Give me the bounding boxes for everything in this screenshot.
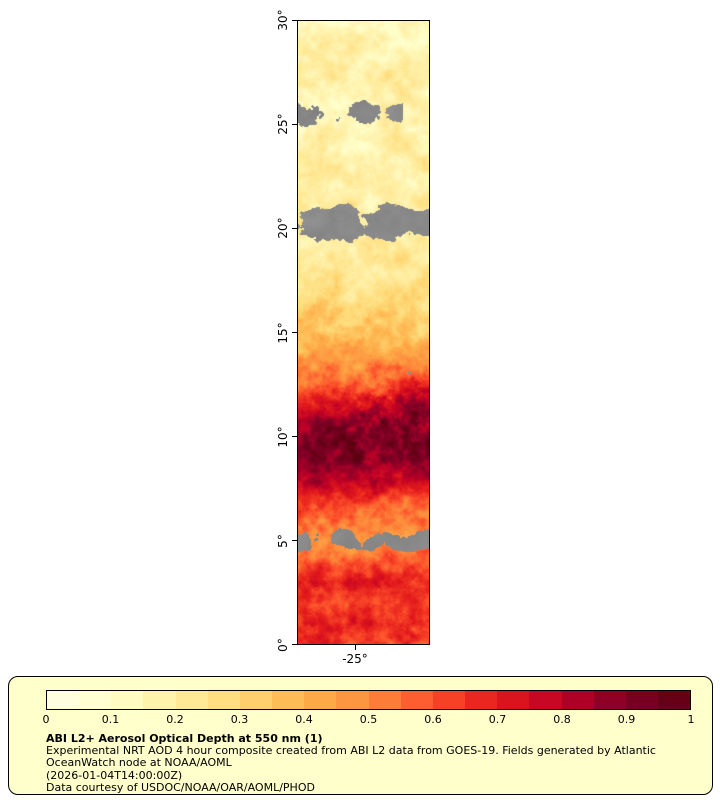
colorbar-cell (272, 691, 305, 709)
colorbar-cell (143, 691, 176, 709)
legend-panel: 0 0.1 0.2 0.3 0.4 0.5 0.6 0.7 0.8 0.9 1 ABI L2+ Ae… (8, 676, 713, 795)
colorbar-cell (47, 691, 80, 709)
colorbar-cell (336, 691, 369, 709)
aod-map-canvas (298, 21, 429, 644)
colorbar-cell (368, 691, 401, 709)
colorbar-cell (207, 691, 240, 709)
colorbar-cell (561, 691, 594, 709)
longitude-tick-mark (355, 645, 356, 650)
colorbar-tick-label: 0.7 (488, 713, 507, 726)
colorbar-cell (111, 691, 144, 709)
colorbar-cell (593, 691, 626, 709)
colorbar-ticks: 0 0.1 0.2 0.3 0.4 0.5 0.6 0.7 0.8 0.9 1 (42, 713, 695, 726)
colorbar-cell (175, 691, 208, 709)
colorbar-tick-label: 0.6 (424, 713, 442, 726)
colorbar-tick-label: 0.5 (359, 713, 378, 726)
latitude-tick-label: 5° (276, 534, 290, 548)
colorbar-tick-label: 0.3 (230, 713, 249, 726)
latitude-tick-label: 10° (276, 426, 290, 448)
legend-description: Experimental NRT AOD 4 hour composite cr… (46, 744, 656, 770)
colorbar-tick-label: 0 (42, 713, 50, 726)
colorbar-cell (529, 691, 562, 709)
latitude-tick-mark (292, 123, 297, 125)
colorbar-tick-label: 0.4 (295, 713, 313, 726)
colorbar-tick-label: 0.9 (617, 713, 636, 726)
latitude-tick-mark (292, 227, 297, 229)
colorbar-tick-label: 0.2 (166, 713, 184, 726)
colorbar-cell (304, 691, 337, 709)
latitude-tick-label: 30° (276, 9, 290, 31)
colorbar-cell (465, 691, 498, 709)
colorbar-tick-label: 0.1 (101, 713, 120, 726)
colorbar-cell (239, 691, 273, 709)
latitude-tick-mark (292, 20, 297, 21)
latitude-tick-label: 20° (276, 217, 290, 239)
legend-timestamp: (2026-01-04T14:00:00Z) (46, 768, 183, 782)
legend-title: ABI L2+ Aerosol Optical Depth at 550 nm … (46, 732, 323, 745)
colorbar-cell (400, 691, 433, 709)
latitude-tick-label: 15° (276, 321, 290, 344)
colorbar-cell (657, 691, 691, 709)
colorbar (46, 690, 691, 710)
latitude-tick-mark (292, 332, 297, 333)
latitude-tick-label: 25° (276, 113, 290, 135)
map-area: -25° 30° 25° 20° 15° 10° 5° 0° (276, 9, 430, 666)
colorbar-cell (79, 691, 112, 709)
colorbar-cell (497, 691, 530, 709)
longitude-tick-label: -25° (342, 652, 368, 666)
latitude-tick-mark (292, 436, 297, 438)
latitude-tick-mark (292, 644, 297, 645)
colorbar-tick-label: 0.8 (553, 713, 571, 726)
colorbar-cell (432, 691, 466, 709)
latitude-tick-label: 0° (276, 638, 290, 652)
legend-credit: Data courtesy of USDOC/NOAA/OAR/AOML/PHO… (46, 780, 315, 794)
colorbar-tick-label: 1 (687, 713, 695, 726)
legend-text: ABI L2+ Aerosol Optical Depth at 550 nm … (46, 732, 701, 794)
colorbar-cell (625, 691, 658, 709)
latitude-tick-mark (292, 540, 297, 542)
map-frame (297, 20, 430, 645)
